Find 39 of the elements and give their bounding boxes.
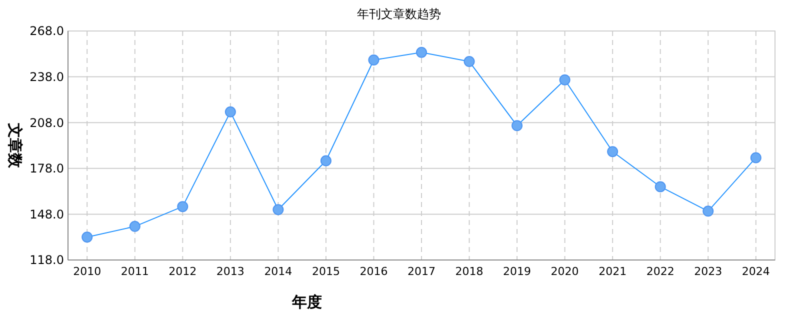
x-tick-label: 2022 xyxy=(646,265,674,278)
point xyxy=(320,155,332,166)
x-tick-label: 2023 xyxy=(694,265,722,278)
x-tick-label: 2010 xyxy=(73,265,102,278)
chart-title: 年刊文章数趋势 xyxy=(357,7,441,21)
y-tick-label: 238.0 xyxy=(30,70,64,84)
point xyxy=(750,152,762,164)
point xyxy=(272,204,284,216)
y-tick-label: 148.0 xyxy=(30,207,64,222)
point xyxy=(559,74,570,86)
x-tick-label: 2012 xyxy=(168,265,197,278)
point xyxy=(177,201,188,212)
x-tick-label: 2014 xyxy=(264,265,292,278)
point xyxy=(464,56,475,68)
point xyxy=(82,232,93,243)
y-axis-title: 文章数 xyxy=(6,122,24,169)
x-tick-label: 2015 xyxy=(312,265,340,278)
point xyxy=(702,206,714,217)
x-axis-title: 年度 xyxy=(291,293,322,311)
point xyxy=(607,146,618,158)
point xyxy=(416,46,427,58)
x-tick-label: 2019 xyxy=(503,265,532,278)
y-tick-label: 208.0 xyxy=(30,116,64,130)
x-tick-label: 2024 xyxy=(742,265,770,278)
point xyxy=(654,181,666,192)
x-tick-label: 2018 xyxy=(455,265,484,278)
y-tick-label: 178.0 xyxy=(30,162,64,176)
x-tick-label: 2020 xyxy=(550,265,579,278)
point xyxy=(129,220,140,232)
x-tick-label: 2016 xyxy=(360,265,388,278)
y-tick-label: 268.0 xyxy=(30,24,64,38)
point xyxy=(368,54,380,66)
x-tick-label: 2011 xyxy=(120,265,149,278)
x-tick-label: 2013 xyxy=(216,265,244,278)
point xyxy=(512,120,523,132)
x-tick-label: 2017 xyxy=(408,265,436,278)
y-tick-label: 118.0 xyxy=(30,253,64,268)
x-tick-label: 2021 xyxy=(598,265,627,278)
point xyxy=(224,106,236,118)
